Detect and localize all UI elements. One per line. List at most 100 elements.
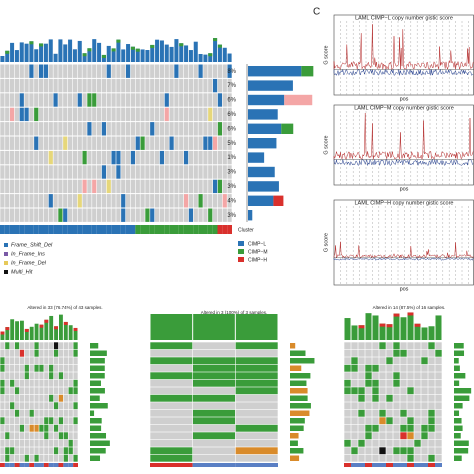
cell [43,93,49,107]
cell [19,439,25,447]
cell [63,447,68,455]
cell [164,150,169,165]
cell [217,122,223,136]
cell [217,208,223,222]
cell [44,364,49,372]
cluster-swatch [238,257,244,262]
top-bar [20,320,24,340]
cell [72,107,78,122]
cell [198,150,203,165]
cell [19,136,24,150]
cluster-cell [72,225,78,234]
cell [379,387,386,395]
cell [150,342,193,350]
cell [5,424,10,432]
cell [222,136,227,150]
cell [130,208,136,222]
cell [183,64,189,78]
cell [44,432,49,440]
cell [358,454,365,462]
cell [58,439,64,447]
cell [428,379,435,387]
top-bar-segment [5,50,10,54]
cell [379,432,386,440]
cell [435,454,442,462]
cell [63,150,68,165]
cell [77,194,82,208]
cell [351,349,358,357]
cell [58,122,63,136]
cell [379,454,386,462]
cell [351,417,358,425]
cell [150,107,155,122]
cell [379,394,386,402]
panel-title: Altered in 33 (76.74%) of 43 samples. [27,305,102,310]
cell [365,439,372,447]
top-bar [145,50,150,62]
cell [39,447,44,455]
cell [150,179,155,194]
cluster-cell [135,225,141,234]
cell [400,402,407,410]
cell [63,454,68,462]
cell [44,402,49,410]
cell [125,136,131,150]
cell [49,349,54,357]
cell [63,372,68,380]
cell [101,150,107,165]
cell [34,179,39,194]
cell [365,409,372,417]
cell [421,432,428,440]
cell [53,439,59,447]
cluster-cell [29,225,34,234]
cell [73,439,78,447]
cell [39,439,44,447]
cell [111,64,116,78]
cell [82,64,87,78]
cell [101,78,107,93]
cluster-cell [96,225,102,234]
cell [72,122,78,136]
side-bar [454,410,460,416]
cell [372,439,379,447]
cell [208,107,213,122]
cell [73,417,78,425]
cell [203,150,208,165]
cell [400,447,407,455]
cell [428,432,435,440]
cell [192,349,236,357]
del-trace [333,257,474,261]
cell [203,78,208,93]
top-bar-segment [73,327,78,331]
cell [414,387,421,395]
plot-frame [333,199,474,286]
top-bar [208,53,213,62]
top-bar [43,43,48,62]
cell [358,432,365,440]
cell [39,424,44,432]
top-bar [379,323,386,340]
side-bar [454,388,472,394]
legend-swatch [4,270,8,274]
cell [87,107,92,122]
cell [9,64,15,78]
top-bar [159,40,164,62]
cell [73,424,78,432]
cell [77,78,82,93]
cell [414,372,421,380]
cell [150,424,193,432]
cell [0,208,5,222]
cell [145,208,150,222]
cell [14,394,20,402]
cell [29,409,34,417]
cell [222,208,227,222]
cell [407,372,414,380]
cluster-cell [14,463,20,467]
legend-label: Multi_Hit [11,269,33,275]
cell [192,387,236,395]
cell [217,107,223,122]
cell [358,439,365,447]
cluster-cell [222,225,228,234]
top-bar [222,47,227,62]
top-bar [393,313,400,340]
